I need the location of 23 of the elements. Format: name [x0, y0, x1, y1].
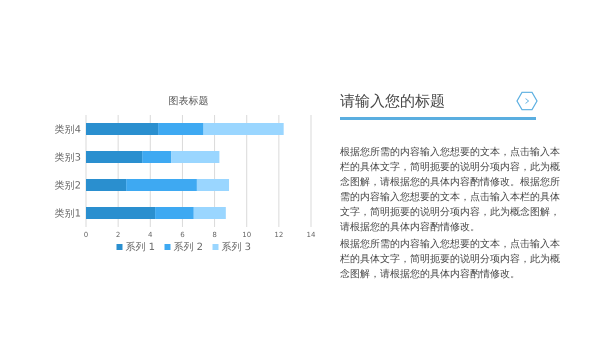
bar — [86, 123, 158, 135]
y-tick-label: 类别2 — [54, 180, 81, 192]
y-tick-label: 类别3 — [54, 152, 81, 164]
bar — [171, 151, 220, 163]
bar — [86, 151, 142, 163]
chart-title: 图表标题 — [168, 95, 208, 107]
bar — [194, 207, 226, 219]
legend-label: 系列 2 — [174, 241, 204, 253]
bar — [158, 123, 204, 135]
bar — [86, 207, 156, 219]
legend-label: 系列 1 — [126, 241, 156, 253]
y-tick-label: 类别1 — [54, 208, 81, 220]
bar — [196, 179, 230, 191]
bar — [126, 179, 197, 191]
bar — [142, 151, 172, 163]
text: 根据您所需的内容输入您想要的文本，点击输入本栏的具体文字，简明扼要的说明分项内容，此为概念图解，请根据您的具体内容酌情修改。 — [340, 238, 561, 282]
bar — [155, 207, 194, 219]
text: 根据您所需的内容输入您想要的文本，点击输入本栏的具体文字，简明扼要的说明分项内容，此为概念图解，请根据您的具体内容酌情修改。根据您所需的内容输入您想要的文本，点击输入本栏的具体文字，简明扼要的说明分项内容，此为概念图解，请根据您的具体内容酌情修改。 — [340, 146, 561, 235]
text: 请输入您的标题 — [340, 91, 446, 112]
bar — [203, 123, 284, 135]
bar — [86, 179, 126, 191]
legend-label: 系列 3 — [222, 241, 252, 253]
y-tick-label: 类别4 — [54, 124, 81, 136]
